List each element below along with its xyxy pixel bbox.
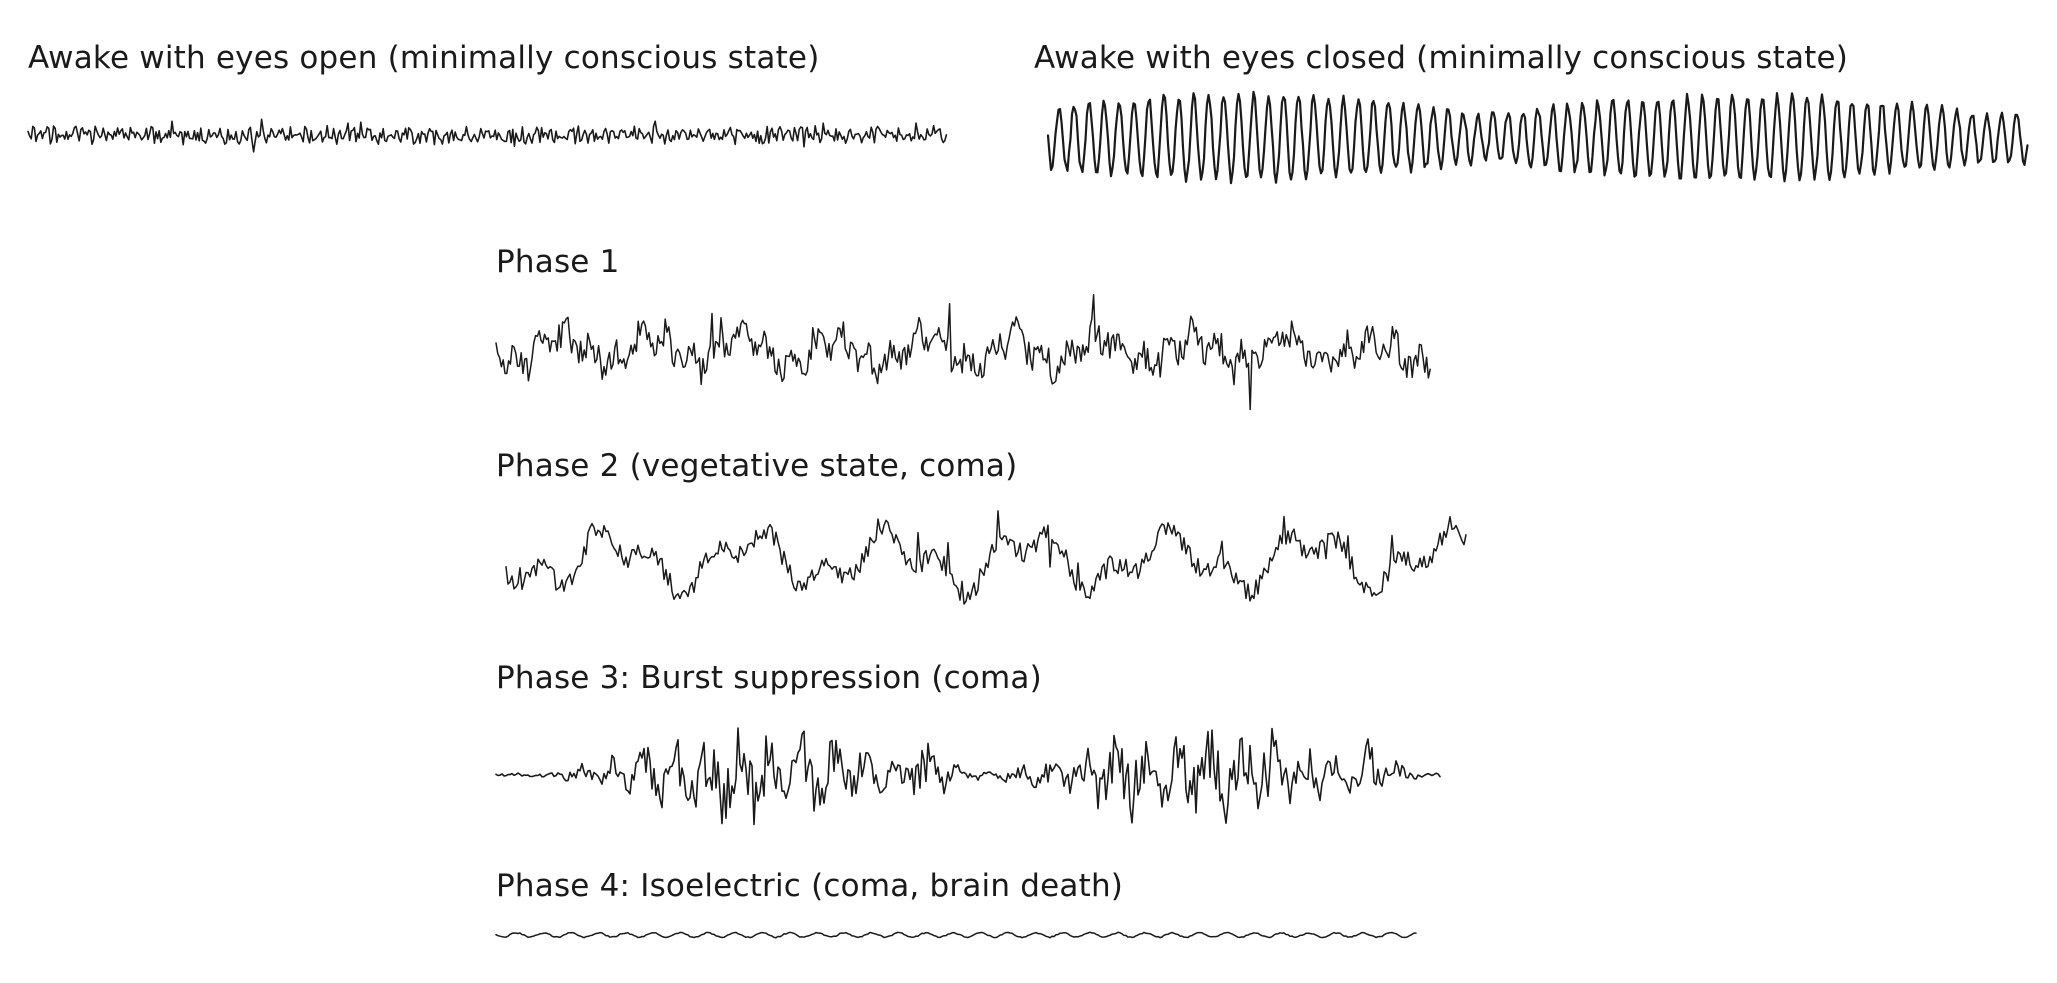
eeg-trace-awake-eyes-open (27, 118, 948, 153)
label-phase-3: Phase 3: Burst suppression (coma) (496, 660, 1042, 696)
label-phase-1: Phase 1 (496, 244, 620, 280)
label-phase-4: Phase 4: Isoelectric (coma, brain death) (496, 868, 1124, 904)
label-awake-eyes-closed: Awake with eyes closed (minimally consci… (1034, 40, 1849, 76)
label-awake-eyes-open: Awake with eyes open (minimally consciou… (28, 40, 820, 76)
eeg-trace-phase-3 (495, 727, 1441, 826)
label-phase-2: Phase 2 (vegetative state, coma) (496, 448, 1018, 484)
eeg-trace-phase-2 (505, 510, 1467, 605)
eeg-trace-phase-1 (495, 294, 1431, 411)
eeg-trace-awake-eyes-closed (1046, 90, 2029, 185)
eeg-trace-phase-4 (495, 931, 1417, 939)
